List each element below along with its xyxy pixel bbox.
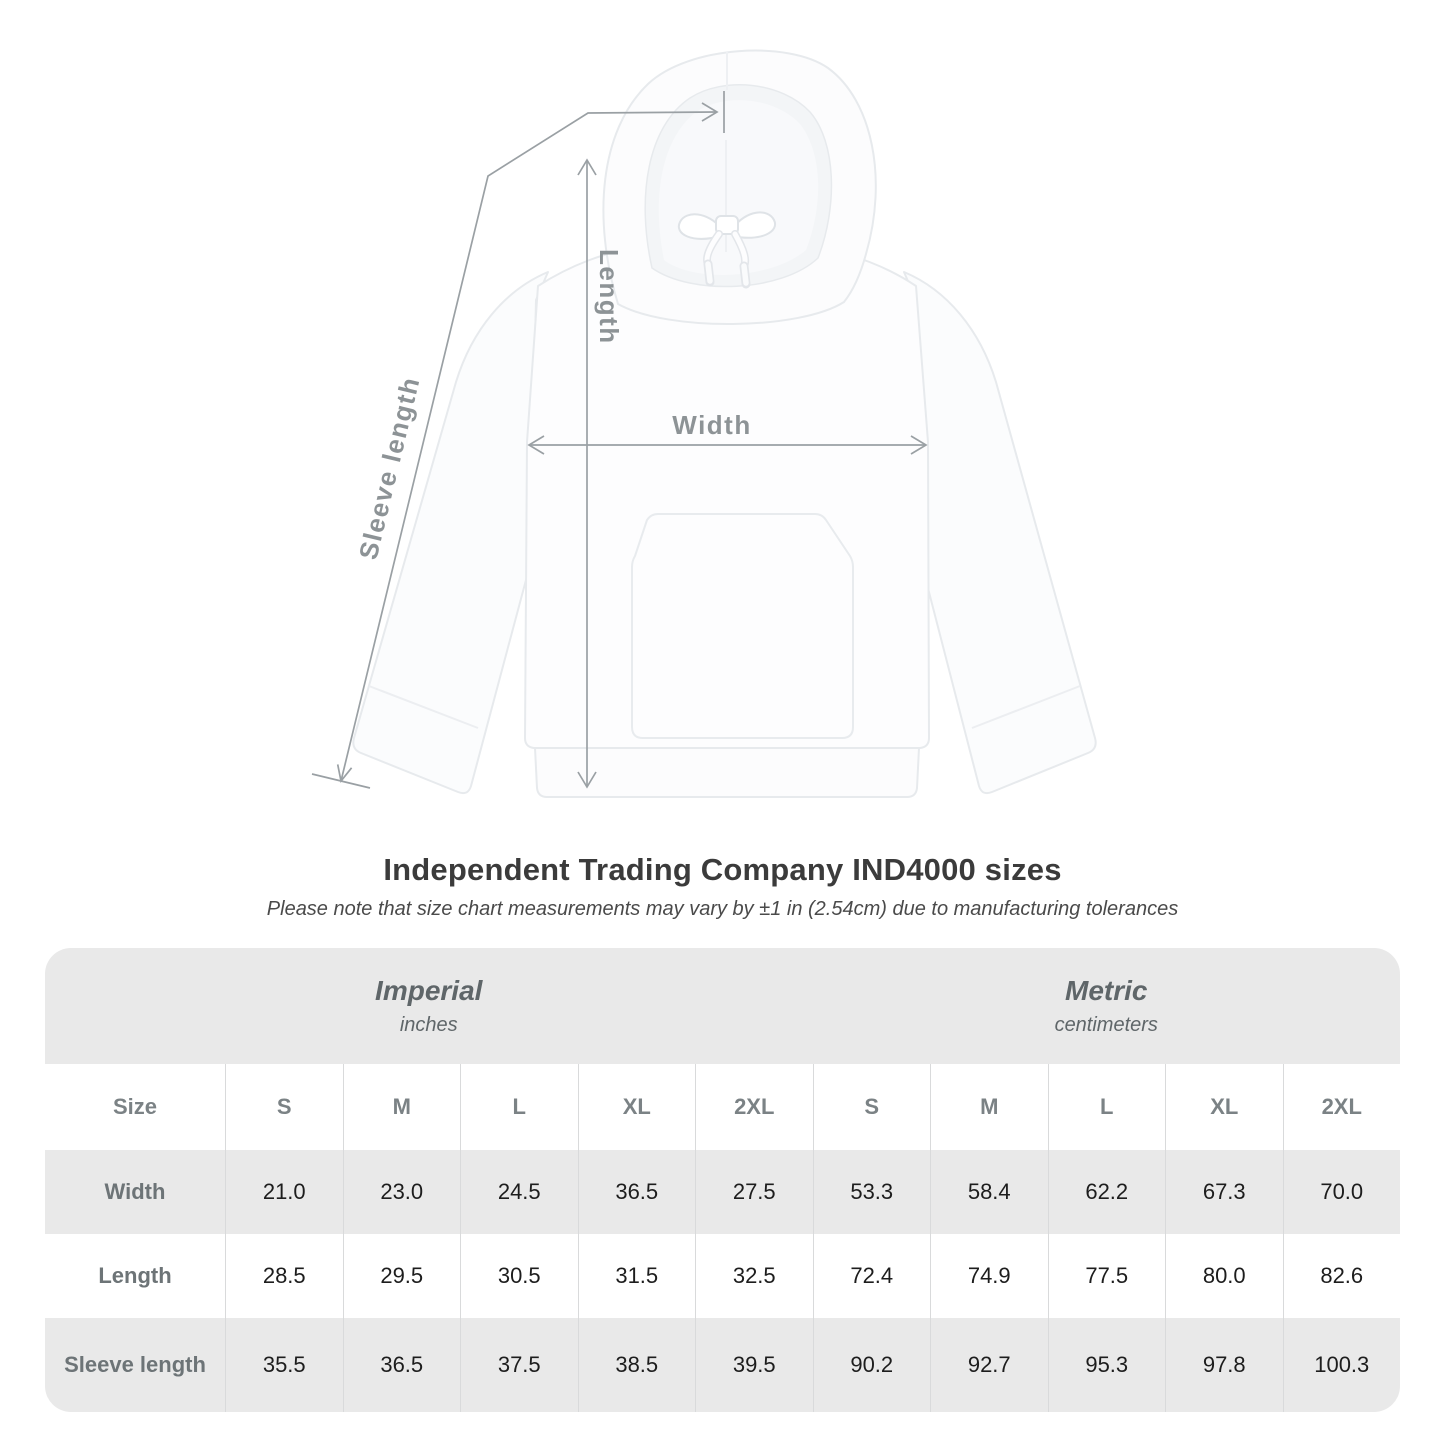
row-label-width: Width: [45, 1150, 225, 1234]
title-block: Independent Trading Company IND4000 size…: [0, 852, 1445, 921]
table-cell: 21.0: [225, 1150, 343, 1234]
hood: [602, 49, 877, 325]
page-title: Independent Trading Company IND4000 size…: [383, 852, 1062, 887]
table-cell: 28.5: [225, 1234, 343, 1318]
hoodie-illustration: Length Sleeve length Width: [311, 49, 1097, 798]
table-cell: 92.7: [930, 1318, 1048, 1412]
size-header-metric-xl: XL: [1165, 1064, 1283, 1150]
table-cell: 31.5: [577, 1234, 696, 1318]
metric-unit: centimeters: [1054, 1014, 1158, 1036]
imperial-header: Imperial inches: [45, 948, 813, 1064]
table-cell: 36.5: [577, 1150, 695, 1234]
size-header-imperial-xl: XL: [577, 1064, 696, 1150]
table-cell: 24.5: [460, 1150, 578, 1234]
table-cell: 39.5: [695, 1318, 813, 1412]
size-header-metric-m: M: [930, 1064, 1048, 1150]
table-cell: 100.3: [1282, 1318, 1400, 1412]
table-cell: 36.5: [342, 1318, 460, 1412]
table-cell: 82.6: [1282, 1234, 1401, 1318]
table-cell: 90.2: [812, 1318, 930, 1412]
row-label-sleeve-length: Sleeve length: [45, 1318, 225, 1412]
left-sleeve: [352, 271, 549, 795]
imperial-title: Imperial: [375, 975, 483, 1006]
size-header-imperial-s: S: [225, 1064, 343, 1150]
metric-header: Metric centimeters: [812, 948, 1400, 1064]
table-cell: 77.5: [1047, 1234, 1166, 1318]
table-cell: 62.2: [1047, 1150, 1165, 1234]
tolerance-note: Please note that size chart measurements…: [266, 898, 1179, 920]
table-cell: 23.0: [342, 1150, 460, 1234]
size-header-metric-l: L: [1047, 1064, 1166, 1150]
table-cell: 70.0: [1282, 1150, 1400, 1234]
size-header-imperial-2xl: 2XL: [695, 1064, 813, 1150]
imperial-unit: inches: [399, 1014, 458, 1036]
size-table: Imperial inches Metric centimeters Size …: [45, 948, 1400, 1412]
right-sleeve: [903, 271, 1097, 795]
hem-band: [534, 747, 920, 798]
size-column-header: Size: [112, 1094, 158, 1119]
width-arrow: [527, 435, 928, 455]
table-cell: 58.4: [930, 1150, 1048, 1234]
table-cell: 32.5: [695, 1234, 813, 1318]
size-header-imperial-l: L: [460, 1064, 578, 1150]
hoodie-diagram: Length Sleeve length Width: [311, 49, 1097, 798]
size-header-metric-2xl: 2XL: [1282, 1064, 1401, 1150]
sleeve-length-arrow: [311, 91, 725, 789]
kangaroo-pocket: [631, 513, 854, 739]
table-cell: 29.5: [342, 1234, 461, 1318]
table-cell: 37.5: [460, 1318, 578, 1412]
length-arrow: [577, 158, 597, 789]
table-cell: 97.8: [1165, 1318, 1283, 1412]
metric-title: Metric: [1065, 975, 1148, 1006]
table-cell: 30.5: [460, 1234, 578, 1318]
size-header-imperial-m: M: [342, 1064, 461, 1150]
width-label: Width: [672, 410, 751, 440]
table-cell: 38.5: [577, 1318, 695, 1412]
table-cell: 53.3: [812, 1150, 930, 1234]
size-header-metric-s: S: [812, 1064, 931, 1150]
table-cell: 80.0: [1165, 1234, 1283, 1318]
drawstring-bow: [677, 211, 777, 289]
table-cell: 67.3: [1165, 1150, 1283, 1234]
length-label: Length: [594, 249, 624, 345]
table-cell: 74.9: [930, 1234, 1048, 1318]
table-cell: 72.4: [812, 1234, 931, 1318]
table-cell: 35.5: [225, 1318, 343, 1412]
row-label-length: Length: [98, 1263, 172, 1288]
table-cell: 27.5: [695, 1150, 813, 1234]
table-cell: 95.3: [1047, 1318, 1165, 1412]
